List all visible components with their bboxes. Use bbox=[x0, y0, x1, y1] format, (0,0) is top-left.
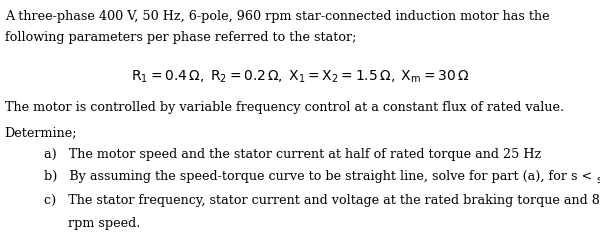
Text: The motor is controlled by variable frequency control at a constant flux of rate: The motor is controlled by variable freq… bbox=[5, 101, 564, 114]
Text: $\mathsf{R_1 = 0.4\,\Omega,\; R_2 = 0.2\,\Omega,\;X_1 = X_2 = 1.5\,\Omega,\; X_m: $\mathsf{R_1 = 0.4\,\Omega,\; R_2 = 0.2\… bbox=[131, 69, 469, 85]
Text: Determine;: Determine; bbox=[5, 126, 77, 139]
Text: A three-phase 400 V, 50 Hz, 6-pole, 960 rpm star-connected induction motor has t: A three-phase 400 V, 50 Hz, 6-pole, 960 … bbox=[5, 10, 550, 23]
Text: rpm speed.: rpm speed. bbox=[68, 217, 141, 230]
Text: $\mathsf{s_m}$: $\mathsf{s_m}$ bbox=[596, 175, 600, 187]
Text: a)   The motor speed and the stator current at half of rated torque and 25 Hz: a) The motor speed and the stator curren… bbox=[44, 148, 541, 161]
Text: c)   The stator frequency, stator current and voltage at the rated braking torqu: c) The stator frequency, stator current … bbox=[44, 194, 600, 207]
Text: b)   By assuming the speed-torque curve to be straight line, solve for part (a),: b) By assuming the speed-torque curve to… bbox=[44, 170, 596, 183]
Text: following parameters per phase referred to the stator;: following parameters per phase referred … bbox=[5, 31, 356, 44]
